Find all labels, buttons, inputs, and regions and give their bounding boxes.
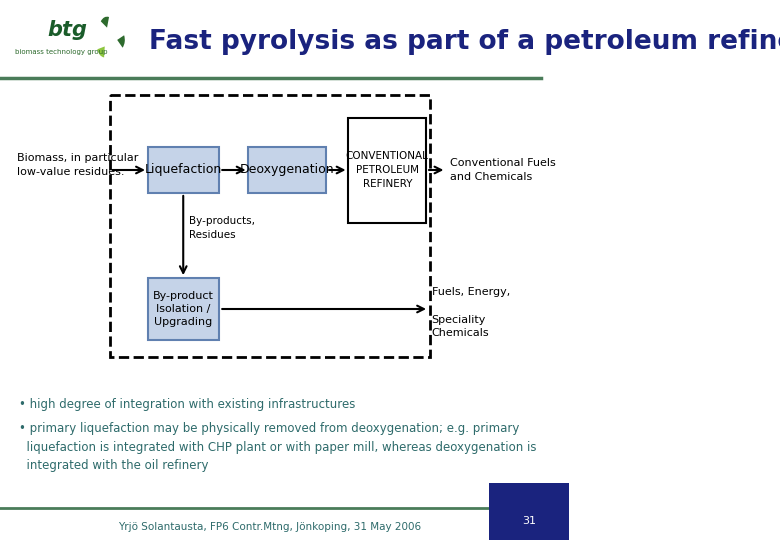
Text: Yrjö Solantausta, FP6 Contr.Mtng, Jönkoping, 31 May 2006: Yrjö Solantausta, FP6 Contr.Mtng, Jönkop… (118, 522, 421, 532)
Text: btg: btg (48, 20, 87, 40)
Text: Fast pyrolysis as part of a petroleum refinery: Fast pyrolysis as part of a petroleum re… (149, 29, 780, 55)
Text: low-value residues:: low-value residues: (17, 167, 125, 177)
Text: • high degree of integration with existing infrastructures: • high degree of integration with existi… (20, 398, 356, 411)
Text: Deoxygenation: Deoxygenation (240, 164, 335, 177)
Bar (349, 118, 426, 223)
Text: 31: 31 (522, 516, 536, 526)
Text: Liquefaction: Liquefaction (144, 164, 222, 177)
Bar (148, 278, 219, 340)
Text: biomass technology group: biomass technology group (15, 49, 108, 55)
Text: Speciality
Chemicals: Speciality Chemicals (431, 315, 489, 338)
Bar (249, 147, 326, 193)
Text: By-products,
Residues: By-products, Residues (189, 217, 255, 240)
Wedge shape (117, 35, 125, 48)
Wedge shape (98, 46, 105, 57)
Wedge shape (101, 17, 109, 28)
Text: and Chemicals: and Chemicals (450, 172, 532, 182)
Text: • primary liquefaction may be physically removed from deoxygenation; e.g. primar: • primary liquefaction may be physically… (20, 422, 537, 472)
Text: Biomass, in particular: Biomass, in particular (17, 153, 139, 163)
Text: Conventional Fuels: Conventional Fuels (450, 158, 555, 168)
Text: By-product
Isolation /
Upgrading: By-product Isolation / Upgrading (153, 291, 214, 327)
Text: Fuels, Energy,: Fuels, Energy, (431, 287, 510, 297)
Text: CONVENTIONAL
PETROLEUM
REFINERY: CONVENTIONAL PETROLEUM REFINERY (346, 151, 429, 189)
Bar (148, 147, 219, 193)
Bar (110, 95, 431, 357)
